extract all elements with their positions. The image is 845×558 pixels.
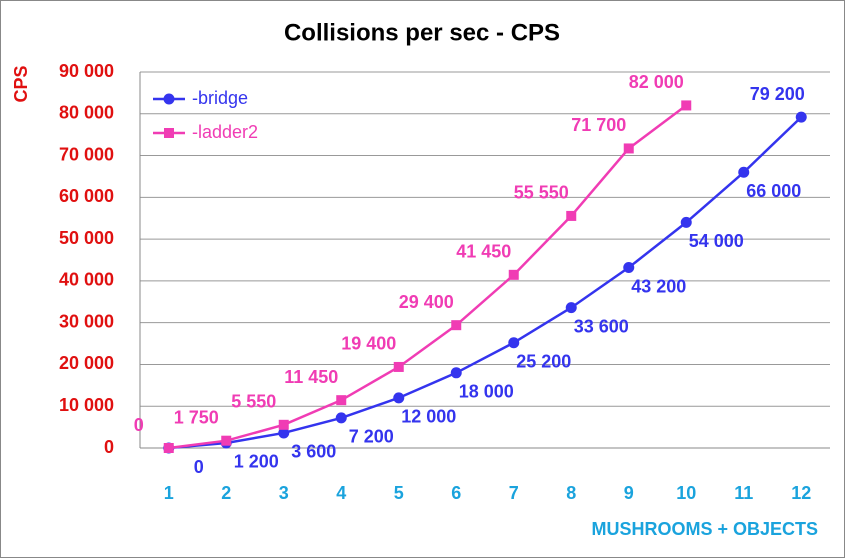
data-point: [738, 166, 750, 178]
data-label: 66 000: [746, 181, 801, 201]
data-point: [565, 302, 577, 314]
y-tick-label: 80 000: [59, 103, 114, 123]
data-point: [623, 143, 634, 154]
data-point: [163, 443, 174, 453]
data-label: 7 200: [349, 427, 394, 447]
data-point: [450, 367, 462, 379]
y-tick-label: 20 000: [59, 353, 114, 373]
data-label: 43 200: [631, 276, 686, 296]
y-axis-label: CPS: [11, 65, 31, 102]
data-point: [335, 412, 347, 424]
data-label: 11 450: [284, 367, 338, 387]
data-label: 79 200: [750, 84, 805, 104]
legend-marker: [163, 93, 175, 105]
x-tick-label: 7: [509, 483, 519, 503]
y-tick-label: 0: [104, 437, 114, 457]
data-label: 0: [134, 415, 144, 435]
legend-label: -bridge: [192, 88, 248, 108]
series-line: [168, 116, 803, 450]
x-tick-label: 5: [394, 483, 404, 503]
data-point: [393, 361, 404, 372]
chart-title: Collisions per sec - CPS: [284, 19, 560, 46]
data-label: 71 700: [571, 115, 626, 135]
y-tick-label: 30 000: [59, 311, 114, 331]
data-label: 82 000: [629, 72, 684, 92]
data-label: 54 000: [689, 231, 744, 251]
series-line: [168, 104, 687, 450]
x-tick-label: 3: [279, 483, 289, 503]
x-tick-label: 1: [164, 483, 174, 503]
x-tick-label: 11: [734, 483, 753, 503]
x-tick-label: 8: [566, 483, 576, 503]
data-label: 29 400: [399, 292, 454, 312]
y-tick-label: 70 000: [59, 144, 114, 164]
y-tick-label: 40 000: [59, 270, 114, 290]
x-tick-label: 12: [791, 483, 811, 503]
data-label: 1 200: [234, 452, 279, 472]
x-tick-label: 9: [624, 483, 634, 503]
data-point: [795, 111, 807, 123]
y-tick-label: 50 000: [59, 228, 114, 248]
data-label: 5 550: [231, 392, 276, 412]
x-tick-label: 6: [451, 483, 461, 503]
data-label: 19 400: [341, 334, 396, 354]
data-point: [336, 395, 347, 406]
data-label: 0: [194, 457, 204, 477]
data-point: [451, 320, 462, 331]
data-point: [681, 100, 692, 111]
x-axis-label: MUSHROOMS + OBJECTS: [591, 519, 818, 539]
legend-label: -ladder2: [192, 122, 258, 142]
x-tick-label: 4: [336, 483, 346, 503]
data-point: [566, 210, 577, 221]
data-point: [278, 427, 290, 439]
data-label: 55 550: [514, 183, 569, 203]
data-point: [623, 262, 635, 274]
x-tick-label: 10: [676, 483, 696, 503]
y-tick-label: 60 000: [59, 186, 114, 206]
data-point: [278, 419, 289, 430]
data-point: [508, 337, 520, 349]
data-label: 41 450: [456, 242, 511, 262]
data-label: 18 000: [459, 382, 514, 402]
data-label: 25 200: [516, 351, 571, 371]
y-tick-label: 10 000: [59, 395, 114, 415]
data-label: 1 750: [174, 407, 219, 427]
legend-marker: [164, 128, 174, 138]
data-label: 3 600: [291, 442, 336, 462]
data-point: [221, 435, 232, 446]
data-label: 12 000: [401, 407, 456, 427]
data-point: [393, 392, 405, 404]
data-point: [508, 269, 519, 280]
x-tick-label: 2: [221, 483, 231, 503]
y-tick-label: 90 000: [59, 61, 114, 81]
data-label: 33 600: [574, 316, 629, 336]
data-point: [680, 216, 692, 228]
